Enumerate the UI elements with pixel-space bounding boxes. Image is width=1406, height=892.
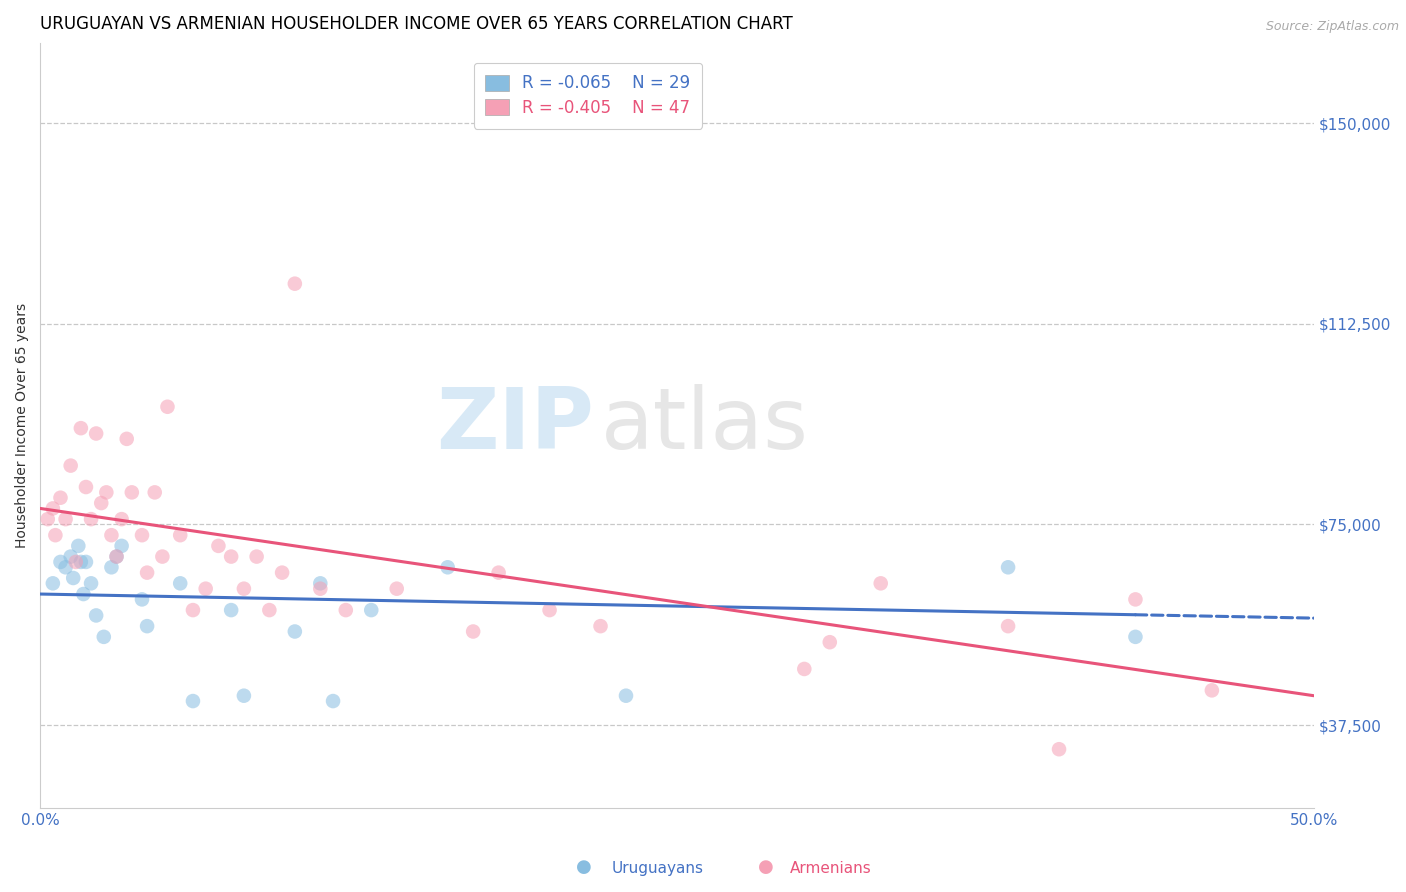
Point <box>70 421 93 435</box>
Point <box>181 603 204 617</box>
Point <box>42 576 65 591</box>
Point <box>93 630 115 644</box>
Point <box>49 491 72 505</box>
Point <box>309 582 332 596</box>
Point <box>997 560 1019 574</box>
Point <box>80 576 103 591</box>
Point <box>42 501 65 516</box>
Y-axis label: Householder Income Over 65 years: Householder Income Over 65 years <box>15 303 30 548</box>
Point <box>793 662 815 676</box>
Point <box>1201 683 1223 698</box>
Point <box>156 400 179 414</box>
Point <box>59 549 82 564</box>
Point <box>150 549 173 564</box>
Point <box>232 689 254 703</box>
Point <box>869 576 891 591</box>
Point <box>997 619 1019 633</box>
Point <box>100 528 122 542</box>
Point <box>72 587 94 601</box>
Point <box>219 549 242 564</box>
Point <box>284 277 307 291</box>
Point <box>105 549 128 564</box>
Point <box>37 512 59 526</box>
Point <box>259 603 281 617</box>
Point <box>136 566 159 580</box>
Point <box>55 512 77 526</box>
Point <box>65 555 87 569</box>
Point <box>90 496 112 510</box>
Text: ●: ● <box>758 858 775 876</box>
Point <box>75 555 97 569</box>
Point <box>169 528 191 542</box>
Point <box>84 608 107 623</box>
Point <box>111 539 134 553</box>
Point <box>1125 592 1147 607</box>
Point <box>84 426 107 441</box>
Point <box>538 603 561 617</box>
Point <box>59 458 82 473</box>
Point <box>207 539 229 553</box>
Point <box>75 480 97 494</box>
Point <box>271 566 294 580</box>
Point <box>360 603 382 617</box>
Point <box>62 571 84 585</box>
Point <box>219 603 242 617</box>
Point <box>100 560 122 574</box>
Point <box>194 582 217 596</box>
Point <box>131 592 153 607</box>
Text: Source: ZipAtlas.com: Source: ZipAtlas.com <box>1265 20 1399 33</box>
Point <box>169 576 191 591</box>
Point <box>246 549 269 564</box>
Point <box>335 603 357 617</box>
Text: URUGUAYAN VS ARMENIAN HOUSEHOLDER INCOME OVER 65 YEARS CORRELATION CHART: URUGUAYAN VS ARMENIAN HOUSEHOLDER INCOME… <box>41 15 793 33</box>
Point <box>818 635 841 649</box>
Legend: R = -0.065    N = 29, R = -0.405    N = 47: R = -0.065 N = 29, R = -0.405 N = 47 <box>474 62 702 128</box>
Point <box>131 528 153 542</box>
Text: ZIP: ZIP <box>436 384 595 467</box>
Point <box>463 624 485 639</box>
Point <box>55 560 77 574</box>
Point <box>181 694 204 708</box>
Point <box>309 576 332 591</box>
Point <box>143 485 166 500</box>
Text: atlas: atlas <box>600 384 808 467</box>
Point <box>488 566 510 580</box>
Point <box>111 512 134 526</box>
Point <box>44 528 66 542</box>
Point <box>436 560 458 574</box>
Point <box>589 619 612 633</box>
Point <box>96 485 118 500</box>
Point <box>1125 630 1147 644</box>
Point <box>232 582 254 596</box>
Text: Uruguayans: Uruguayans <box>612 861 703 876</box>
Point <box>67 539 90 553</box>
Point <box>1047 742 1070 756</box>
Point <box>105 549 128 564</box>
Point <box>322 694 344 708</box>
Point <box>284 624 307 639</box>
Point <box>614 689 637 703</box>
Point <box>49 555 72 569</box>
Point <box>70 555 93 569</box>
Point <box>136 619 159 633</box>
Point <box>385 582 408 596</box>
Point <box>80 512 103 526</box>
Text: ●: ● <box>575 858 592 876</box>
Point <box>121 485 143 500</box>
Point <box>115 432 138 446</box>
Text: Armenians: Armenians <box>790 861 872 876</box>
